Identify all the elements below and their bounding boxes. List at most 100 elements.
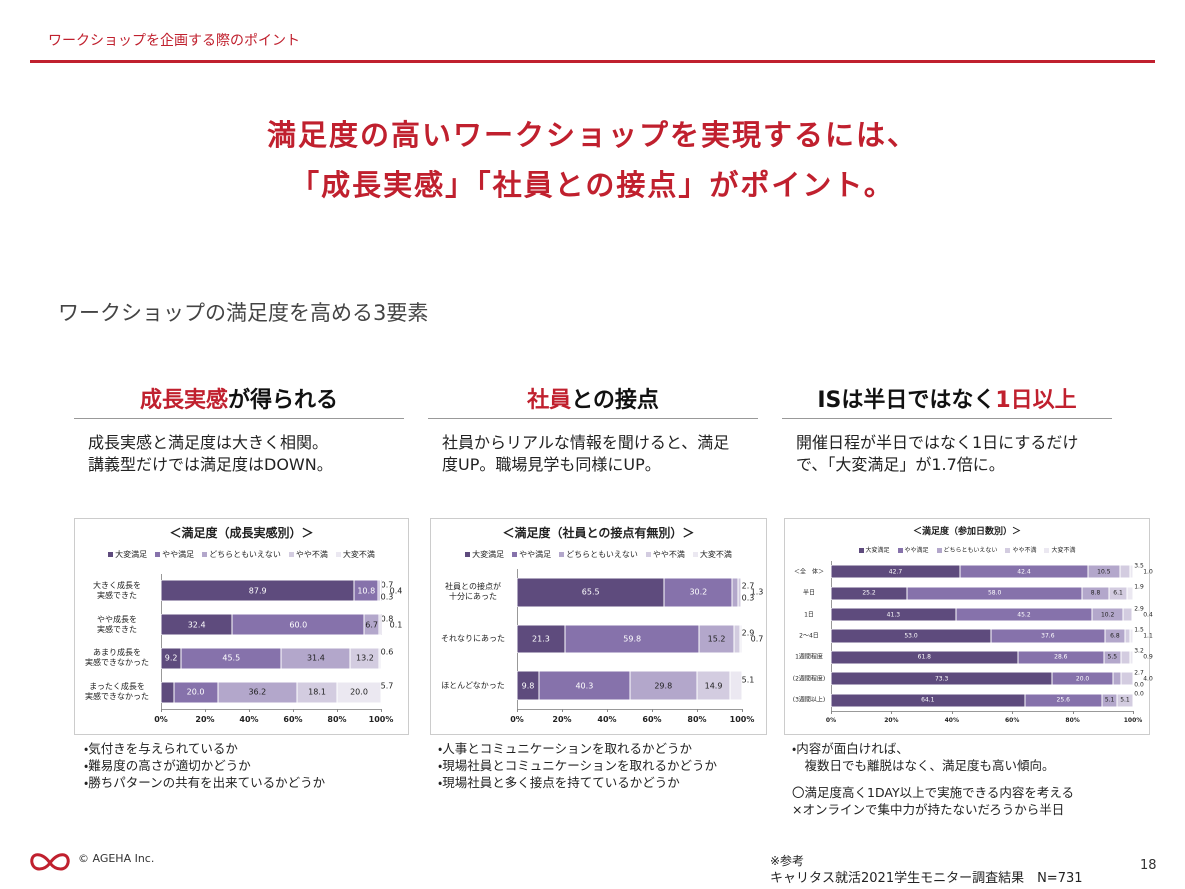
- bar-segment: [1092, 607, 1124, 622]
- chart: ＜満足度（参加日数別）＞ 大変満足 やや満足 どちらともいえない やや不満 大変不満 0% 2…: [784, 518, 1153, 735]
- heading-part: ISは半日ではなく: [817, 388, 996, 413]
- category-label: (2週間程度): [792, 675, 826, 683]
- chart-title: ＜満足度（参加日数別）＞: [912, 527, 1021, 537]
- bar-segment: [1052, 672, 1113, 686]
- axis-line: [161, 709, 381, 710]
- legend-label: どちらともいえない: [566, 550, 638, 559]
- x-tick-label: 40%: [944, 717, 959, 724]
- bar-segment: [379, 647, 381, 669]
- value-label: 42.4: [1017, 568, 1031, 576]
- column-note: ・現場社員とコミュニケーションを取れるかどうか: [438, 758, 718, 773]
- bar-segment: [733, 624, 741, 654]
- legend-label: やや不満: [295, 550, 328, 559]
- value-label: 61.8: [917, 653, 931, 661]
- bar-segment: [378, 580, 380, 602]
- legend-item: どちらともいえない: [559, 549, 638, 560]
- value-label: 0.4: [389, 586, 403, 596]
- headline: 「成長実感」「社員との接点」がポイント。: [290, 168, 895, 202]
- tick-mark: [517, 709, 518, 712]
- value-label: 0.4: [1143, 611, 1153, 619]
- source: キャリタス就活2021学生モニター調査結果 N=731: [770, 871, 1083, 886]
- legend-label: 大変不満: [699, 550, 732, 559]
- legend-swatch: [858, 548, 864, 553]
- bar-segment: [1120, 650, 1131, 665]
- value-label: 29.8: [654, 681, 673, 691]
- legend-label: やや満足: [519, 550, 552, 559]
- value-label: 30.2: [689, 587, 708, 597]
- legend-swatch: [108, 552, 114, 557]
- value-label: 42.7: [888, 568, 903, 576]
- bar-segment: [1123, 607, 1132, 622]
- x-tick-label: 80%: [327, 715, 347, 724]
- heading-part: 1日以上: [995, 388, 1077, 413]
- x-tick-label: 40%: [597, 715, 617, 724]
- bar-segment: [1104, 629, 1126, 643]
- value-label: 1.0: [1143, 568, 1153, 576]
- bar-segment: [1130, 650, 1133, 665]
- legend-swatch: [465, 552, 471, 557]
- value-label: 5.1: [1120, 696, 1130, 704]
- category-label: (3週間以上): [792, 696, 826, 704]
- x-tick-label: 100%: [729, 715, 755, 724]
- value-label: 73.3: [934, 675, 949, 683]
- logo: [30, 853, 70, 871]
- tick-mark: [1133, 711, 1134, 714]
- x-tick-label: 80%: [1065, 717, 1080, 724]
- legend-item: 大変不満: [1044, 545, 1075, 554]
- page-number: 18: [1140, 858, 1157, 873]
- legend-item: 大変満足: [108, 549, 147, 560]
- section-title: ワークショップの満足度を高める3要素: [58, 301, 429, 325]
- bar-segment: [955, 607, 1093, 622]
- value-label: 40.3: [575, 681, 594, 691]
- legend-label: 大変満足: [472, 550, 505, 559]
- column-description: 開催日程が半日ではなく1日にするだけで、「大変満足」が1.7倍に。: [796, 433, 1079, 474]
- column-heading: 成長実感が得られる: [74, 382, 404, 419]
- bar-segment: [337, 681, 381, 703]
- header-rule: [30, 60, 1155, 63]
- value-label: 0.8: [380, 614, 394, 624]
- legend-swatch: [335, 552, 341, 557]
- bar-segment: [364, 614, 379, 636]
- bar-segment: [379, 580, 381, 602]
- value-label: 6.7: [365, 620, 379, 630]
- value-label: 0.7: [380, 580, 394, 590]
- value-label: 2.7: [741, 581, 755, 591]
- axis-line: [831, 711, 1133, 712]
- legend-swatch: [692, 552, 698, 557]
- x-tick-label: 0%: [825, 717, 837, 724]
- legend-item: どちらともいえない: [202, 549, 281, 560]
- chart-title: ＜満足度（社員との接点有無別）＞: [502, 526, 695, 540]
- legend-item: どちらともいえない: [936, 545, 997, 554]
- tick-mark: [951, 711, 953, 714]
- tick-mark: [249, 709, 250, 712]
- value-label: 10.8: [357, 586, 376, 596]
- bar-segment: [232, 614, 365, 636]
- value-label: 4.0: [1143, 675, 1153, 683]
- value-label: 41.3: [886, 611, 901, 619]
- value-label: 0.7: [750, 634, 764, 644]
- column-note: ・人事とコミュニケーションを取れるかどうか: [438, 741, 693, 756]
- value-label: 1.3: [750, 587, 764, 597]
- value-label: 20.0: [186, 687, 205, 697]
- tick-mark: [381, 709, 382, 712]
- bar-segment: [1108, 586, 1128, 600]
- tick-mark: [652, 709, 653, 712]
- bar-segment: [741, 577, 742, 607]
- bar-segment: [699, 624, 734, 654]
- value-label: 32.4: [187, 620, 206, 630]
- category-label: ほとんどなかった: [441, 680, 505, 690]
- category-label: あまり成長を 実感できなかった: [85, 648, 149, 668]
- axis-line: [517, 709, 742, 710]
- category-label: まったく成長を 実感できなかった: [85, 682, 149, 702]
- bar-segment: [831, 565, 960, 579]
- x-tick-label: 100%: [368, 715, 394, 724]
- x-tick-label: 80%: [687, 715, 707, 724]
- heading-part: 成長実感: [139, 388, 228, 413]
- column-description: 社員からリアルな情報を聞けると、満足度UP。職場見学も同様にUP。: [442, 433, 730, 474]
- legend-label: やや不満: [652, 550, 685, 559]
- bar-segment: [1088, 565, 1120, 579]
- bar-segment: [173, 681, 218, 703]
- bar-segment: [1129, 629, 1133, 643]
- bar-segment: [696, 671, 731, 701]
- legend-item: やや不満: [288, 549, 328, 560]
